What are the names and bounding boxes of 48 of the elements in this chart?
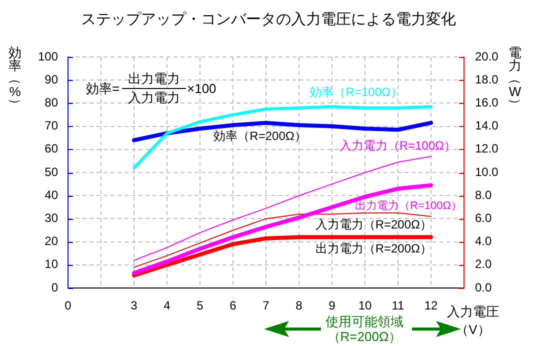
y-tick-label: 90 [44,72,58,86]
y-tick-label: 70 [44,118,58,133]
y2-axis-title: 電力（W） [508,45,522,111]
y2-tick-label: 16.0 [475,96,499,110]
x-tick-label: 11 [392,298,405,313]
x-tick-label: 12 [424,298,438,313]
y2-tick-label: 4.0 [475,234,492,248]
chart-title: ステップアップ・コンバータの入力電圧による電力変化 [80,11,457,29]
x-tick-label: 6 [230,298,237,313]
y-axis-title: 効率（%） [8,45,22,111]
y2-tick-label: 10.0 [475,164,499,179]
annotation: ×100 [187,81,218,96]
y-tick-label: 80 [44,96,58,110]
x-tick-label: 3 [130,298,138,313]
y-tick-label: 50 [44,164,58,179]
series-label: 出力電力（R=200Ω） [315,241,432,256]
series-label: 出力電力（R=100Ω） [355,199,462,212]
y2-tick-label: 18.0 [475,72,499,86]
annotation: 効率= [86,81,121,96]
x-axis-title: 入力電圧（V） [446,303,500,339]
text: 使用可能領域（R=200Ω） [324,314,404,344]
annotation: 出力電力 [122,71,186,89]
x-tick-label: 0 [64,298,72,313]
x-tick-label: 8 [296,298,303,313]
y2-tick-label: 14.0 [475,118,499,133]
y2-tick-label: 8.0 [475,188,492,202]
y2-tick-label: 20.0 [475,49,499,64]
y-tick-label: 60 [44,142,58,156]
y-tick-label: 40 [44,188,58,202]
x-tick-label: 10 [358,298,372,313]
y2-tick-label: 2.0 [475,257,492,272]
series-label: 効率（R=200Ω） [214,129,306,144]
y-tick-label: 30 [44,211,58,226]
series-label: 入力電力（R=100Ω） [339,138,456,153]
x-tick-label: 4 [164,298,171,313]
y2-tick-label: 12.0 [475,142,499,156]
x-tick-label: 5 [196,298,204,313]
annotation: 入力電力 [127,90,181,105]
y2-tick-label: 0.0 [475,280,492,294]
series-label: 入力電力（R=200Ω） [315,218,432,232]
x-tick-label: 7 [262,298,270,313]
y-tick-label: 10 [44,257,58,272]
y-tick-label: 100 [38,49,58,64]
series-label: 効率（R=100Ω） [310,85,402,100]
y2-tick-label: 6.0 [475,211,492,226]
y-tick-label: 20 [44,234,58,248]
y-tick-label: 0 [51,280,58,294]
x-tick-label: 9 [328,298,336,313]
